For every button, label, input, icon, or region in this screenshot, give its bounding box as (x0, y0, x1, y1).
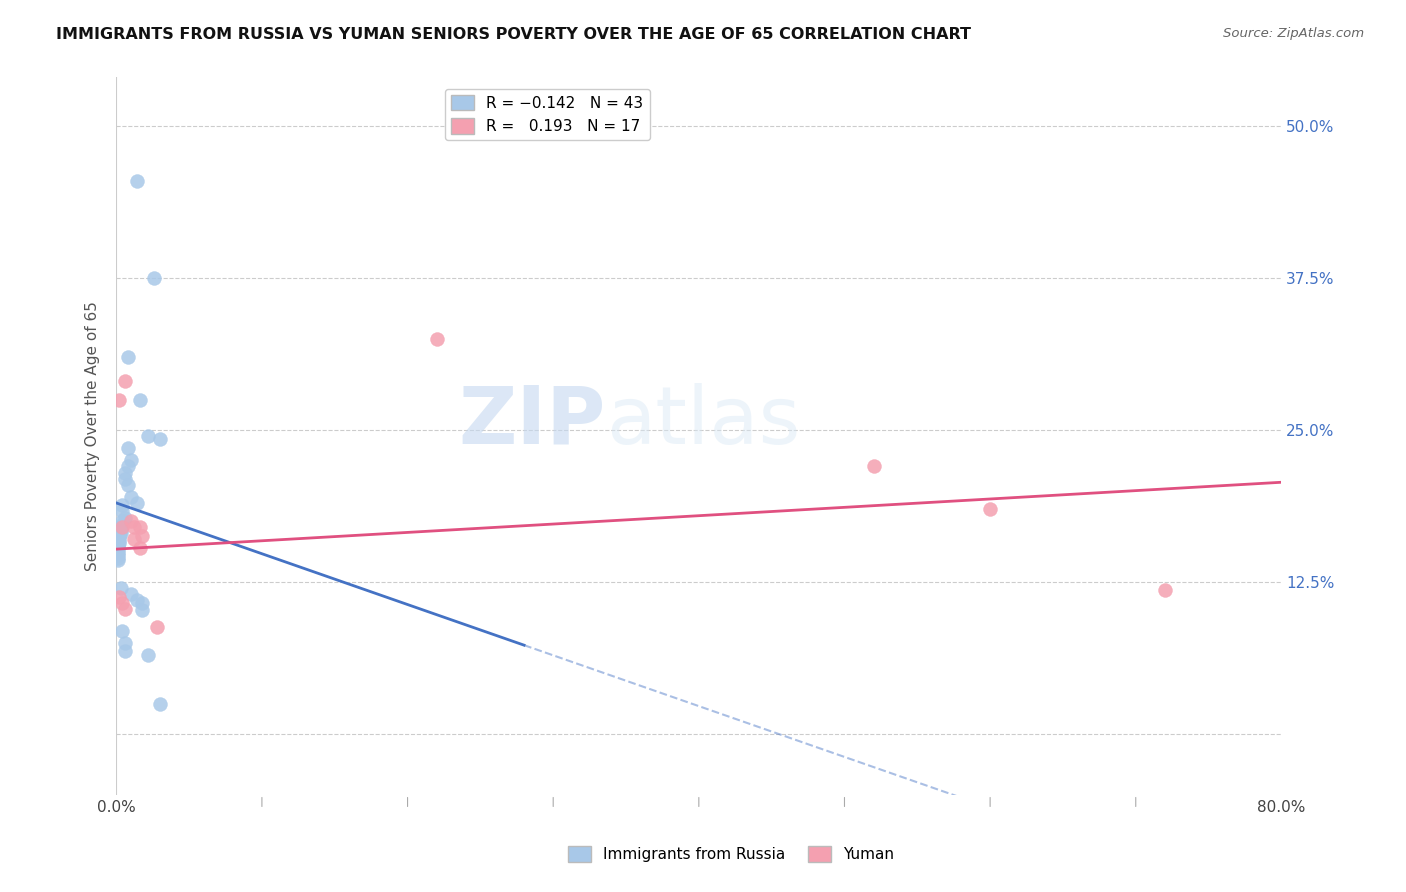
Point (125, 174, 148, 188)
Point (120, 587, 142, 601)
Point (114, 510, 136, 524)
Text: IMMIGRANTS FROM RUSSIA VS YUMAN SENIORS POVERTY OVER THE AGE OF 65 CORRELATION C: IMMIGRANTS FROM RUSSIA VS YUMAN SENIORS … (56, 27, 972, 42)
Point (107, 546, 129, 560)
Point (107, 539, 129, 553)
Point (146, 620, 169, 634)
Point (114, 472, 136, 486)
Legend: Immigrants from Russia, Yuman: Immigrants from Russia, Yuman (562, 840, 900, 868)
Point (110, 581, 132, 595)
Point (128, 392, 150, 407)
Point (108, 590, 131, 604)
Point (122, 533, 145, 547)
Point (1154, 583, 1177, 598)
Point (111, 596, 134, 610)
Y-axis label: Seniors Poverty Over the Age of 65: Seniors Poverty Over the Age of 65 (86, 301, 100, 571)
Point (107, 548, 129, 562)
Point (120, 514, 142, 528)
Point (108, 529, 131, 543)
Legend: R = −0.142   N = 43, R =   0.193   N = 17: R = −0.142 N = 43, R = 0.193 N = 17 (446, 88, 650, 141)
Point (128, 520, 150, 534)
Point (120, 453, 142, 467)
Point (117, 477, 139, 491)
Point (110, 520, 132, 534)
Point (114, 375, 136, 389)
Point (117, 459, 139, 474)
Point (110, 526, 132, 541)
Point (107, 553, 129, 567)
Point (979, 502, 1001, 516)
Point (143, 271, 166, 285)
Point (122, 520, 145, 534)
Point (108, 533, 131, 548)
Point (114, 601, 136, 615)
Point (136, 429, 159, 443)
Point (111, 514, 134, 528)
Point (114, 644, 136, 658)
Text: ZIP: ZIP (458, 383, 606, 461)
Point (111, 499, 134, 513)
Point (111, 517, 134, 532)
Point (125, 593, 148, 607)
Point (117, 350, 139, 364)
Point (136, 648, 159, 662)
Point (107, 541, 129, 555)
Point (110, 523, 132, 537)
Point (149, 432, 172, 446)
Point (125, 496, 148, 510)
Point (862, 459, 884, 474)
Point (111, 624, 134, 638)
Point (111, 520, 134, 534)
Point (114, 636, 136, 650)
Point (107, 543, 129, 558)
Point (111, 504, 134, 518)
Point (131, 603, 153, 617)
Point (117, 441, 139, 455)
Point (128, 541, 150, 555)
Point (108, 531, 131, 545)
Point (114, 466, 136, 480)
Point (131, 596, 153, 610)
Point (149, 697, 172, 711)
Text: Source: ZipAtlas.com: Source: ZipAtlas.com (1223, 27, 1364, 40)
Point (108, 536, 131, 550)
Point (120, 490, 142, 504)
Point (426, 332, 449, 346)
Point (107, 550, 129, 565)
Text: atlas: atlas (606, 383, 800, 461)
Point (108, 392, 131, 407)
Point (131, 529, 153, 543)
